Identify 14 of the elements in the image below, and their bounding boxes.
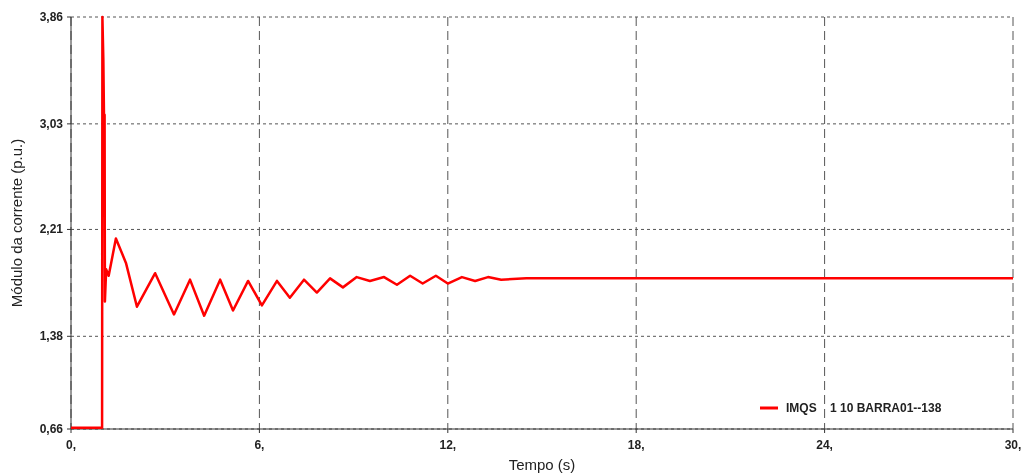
x-tick-label: 6, [254,438,265,452]
y-tick-label: 3,03 [39,116,64,131]
x-tick-label: 24, [816,438,833,452]
legend-label: IMQS 1 10 BARRA01--138 [786,401,942,415]
y-tick-label: 1,38 [39,329,64,344]
x-tick-label: 0, [65,438,77,452]
y-tick-label: 0,66 [39,422,64,436]
y-tick-label: 3,86 [39,10,64,24]
x-axis-title: Tempo (s) [508,456,576,473]
y-axis-title: Módulo da corrente (p.u.) [8,138,25,308]
x-tick-label: 30, [1004,438,1022,452]
x-tick-label: 18, [627,438,645,452]
x-tick-label: 12, [439,438,457,452]
y-tick-label: 2,21 [39,222,64,237]
